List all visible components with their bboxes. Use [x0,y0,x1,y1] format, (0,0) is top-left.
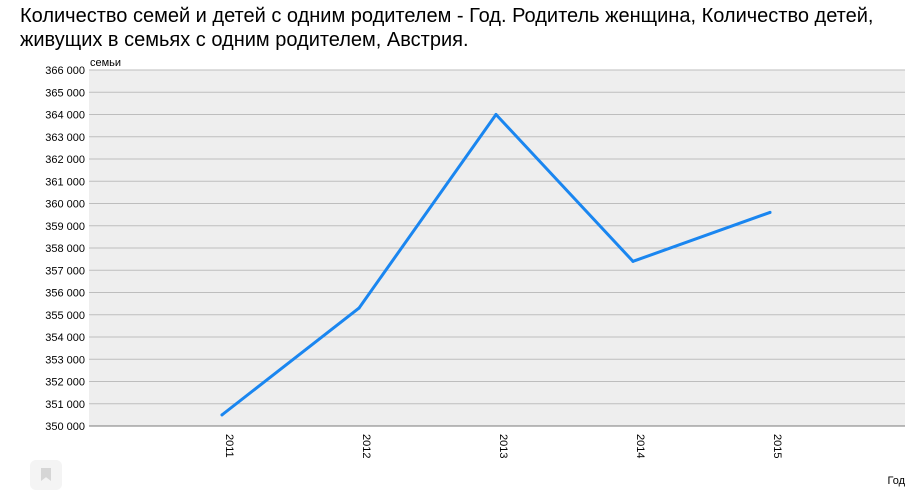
x-tick-label: 2012 [360,434,372,458]
data-point[interactable] [768,210,772,214]
y-tick-label: 357 000 [45,265,85,277]
x-tick-label: 2013 [497,434,509,458]
y-tick-label: 364 000 [45,110,85,122]
x-axis-label: Год [887,475,905,487]
y-tick-label: 352 000 [45,377,85,389]
data-point[interactable] [357,306,361,310]
data-point[interactable] [494,113,498,116]
y-tick-label: 363 000 [45,132,85,144]
y-tick-label: 353 000 [45,354,85,366]
y-tick-label: 366 000 [45,65,85,77]
y-tick-label: 361 000 [45,176,85,188]
x-tick-label: 2011 [223,434,235,458]
y-tick-label: 358 000 [45,243,85,255]
bookmark-button[interactable] [30,460,62,490]
y-tick-label: 365 000 [45,87,85,99]
grid-lines [89,69,905,427]
y-tick-label: 362 000 [45,154,85,166]
y-tick-label: 355 000 [45,310,85,322]
y-tick-label: 351 000 [45,399,85,411]
y-tick-label: 356 000 [45,288,85,300]
x-axis-tick-labels: 2011 2012 2013 2014 2015 [223,434,783,458]
data-point[interactable] [220,413,224,417]
chart-title: Количество семей и детей с одним родител… [20,5,874,51]
series-layer [220,113,772,417]
y-axis-tick-labels: 350 000 351 000 352 000 353 000 354 000 355 0… [45,65,85,433]
y-tick-label: 360 000 [45,199,85,211]
x-tick-label: 2014 [634,434,646,458]
y-tick-label: 350 000 [45,421,85,433]
x-tick-label: 2015 [771,434,783,458]
y-tick-label: 359 000 [45,221,85,233]
bookmark-icon [41,468,51,481]
y-axis-label: семьи [90,57,121,69]
data-point[interactable] [631,259,635,263]
y-tick-label: 354 000 [45,332,85,344]
